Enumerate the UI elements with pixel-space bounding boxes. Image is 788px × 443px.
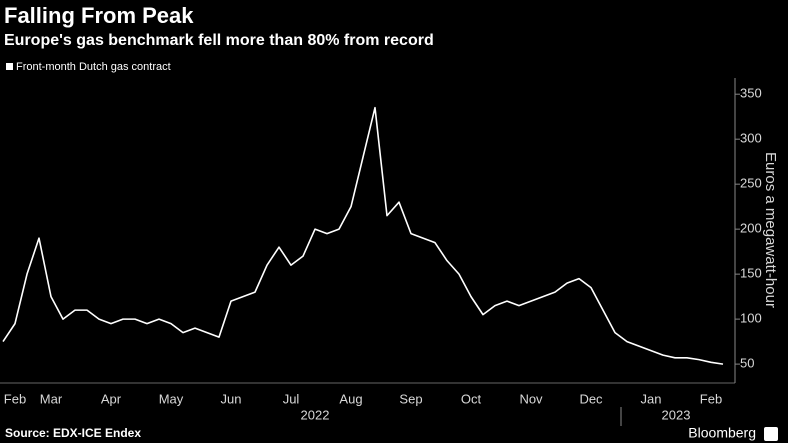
x-tick-label: Feb	[700, 391, 722, 406]
x-tick-label: Nov	[519, 391, 543, 406]
x-tick-label: Oct	[461, 391, 482, 406]
legend-label: Front-month Dutch gas contract	[16, 61, 171, 73]
x-tick-label: Mar	[40, 391, 63, 406]
x-tick-label: Dec	[579, 391, 603, 406]
x-tick-label: Aug	[339, 391, 362, 406]
x-tick-label: May	[159, 391, 184, 406]
y-axis-label: Euros a megawatt-hour	[762, 152, 779, 308]
x-tick-label: Feb	[4, 391, 26, 406]
source: Source: EDX-ICE Endex	[5, 426, 141, 440]
y-tick-label: 300	[740, 131, 762, 146]
x-tick-label: Apr	[101, 391, 122, 406]
brand-icon	[764, 427, 778, 441]
y-tick-label: 100	[740, 311, 762, 326]
chart-subtitle: Europe's gas benchmark fell more than 80…	[4, 32, 434, 49]
brand: Bloomberg	[688, 425, 756, 441]
series-line	[2, 106, 724, 365]
y-tick-label: 150	[740, 266, 762, 281]
y-tick-label: 50	[740, 356, 754, 371]
x-tick-label: Jun	[221, 391, 242, 406]
y-tick-label: 350	[740, 86, 762, 101]
year-label: 2022	[301, 407, 330, 422]
legend-swatch	[6, 63, 13, 70]
x-tick-label: Sep	[399, 391, 422, 406]
chart-title: Falling From Peak	[4, 3, 194, 28]
y-tick-label: 250	[740, 176, 762, 191]
y-tick-label: 200	[740, 221, 762, 236]
x-tick-label: Jan	[641, 391, 662, 406]
x-tick-label: Jul	[283, 391, 300, 406]
year-label: 2023	[662, 407, 691, 422]
